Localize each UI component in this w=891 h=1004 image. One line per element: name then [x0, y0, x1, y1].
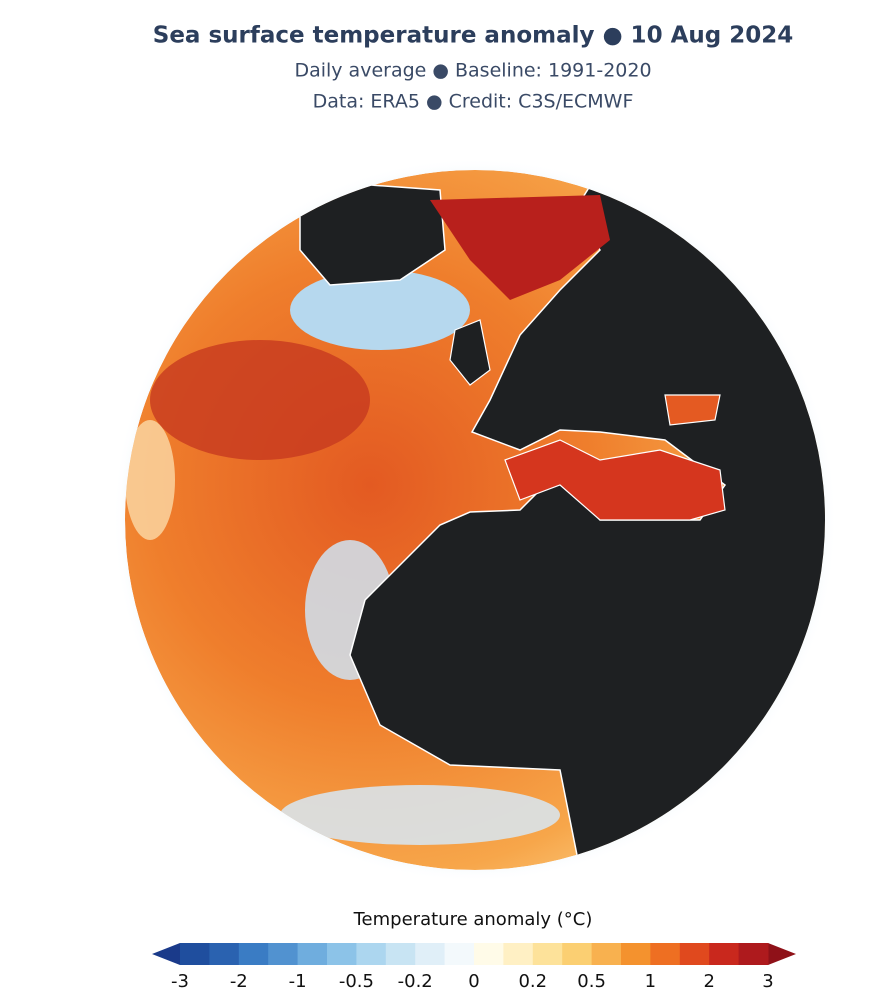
cool-area: [290, 270, 470, 350]
colorbar-tick-label: -1: [289, 971, 307, 992]
colorbar-swatch: [444, 943, 475, 965]
colorbar-swatch: [650, 943, 681, 965]
colorbar-tick-label: 3: [762, 971, 773, 992]
colorbar-tick-label: 2: [703, 971, 714, 992]
colorbar-swatch: [503, 943, 534, 965]
colorbar-swatch: [180, 943, 210, 965]
colorbar-tick-label: 0.2: [518, 971, 547, 992]
globe: [125, 170, 825, 870]
mediterranean: [504, 439, 726, 521]
credit: Data: ERA5 ● Credit: C3S/ECMWF: [313, 91, 634, 113]
colorbar-swatch: [591, 943, 622, 965]
colorbar-swatch: [209, 943, 240, 965]
legend-title: Temperature anomaly (°C): [353, 909, 593, 930]
colorbar-tick-label: 0.5: [577, 971, 606, 992]
colorbar-swatch: [474, 943, 504, 965]
colorbar-swatch: [679, 943, 710, 965]
colorbar-swatch: [297, 943, 328, 965]
colorbar-tick-label: 1: [645, 971, 656, 992]
colorbar-swatch: [709, 943, 740, 965]
colorbar-swatch: [532, 943, 563, 965]
colorbar-swatch: [356, 943, 387, 965]
colorbar-swatch: [238, 943, 269, 965]
colorbar-swatch: [327, 943, 357, 965]
colorbar-tick-label: -3: [171, 971, 189, 992]
colorbar-under: [152, 943, 180, 965]
black-sea: [664, 394, 721, 426]
colorbar-over: [768, 943, 796, 965]
colorbar-tick-label: -0.2: [398, 971, 433, 992]
colorbar-swatch: [268, 943, 299, 965]
subtitle: Daily average ● Baseline: 1991-2020: [294, 60, 651, 82]
colorbar-tick-label: 0: [468, 971, 479, 992]
colorbar: -3 -2 -1 -0.5 -0.2 0 0.2 0.5 1 2 3: [152, 943, 796, 992]
colorbar-swatch: [415, 943, 446, 965]
colorbar-tick-label: -0.5: [339, 971, 374, 992]
colorbar-swatch: [738, 943, 769, 965]
mild-area: [125, 420, 175, 540]
britain: [449, 319, 491, 386]
warm-area: [430, 195, 610, 300]
greenland: [299, 179, 446, 286]
title: Sea surface temperature anomaly ● 10 Aug…: [153, 23, 794, 49]
colorbar-tick-label: -2: [230, 971, 248, 992]
colorbar-swatch: [621, 943, 651, 965]
cool-area: [280, 785, 560, 845]
colorbar-swatch: [385, 943, 416, 965]
warm-area: [150, 340, 370, 460]
colorbar-swatch: [562, 943, 593, 965]
